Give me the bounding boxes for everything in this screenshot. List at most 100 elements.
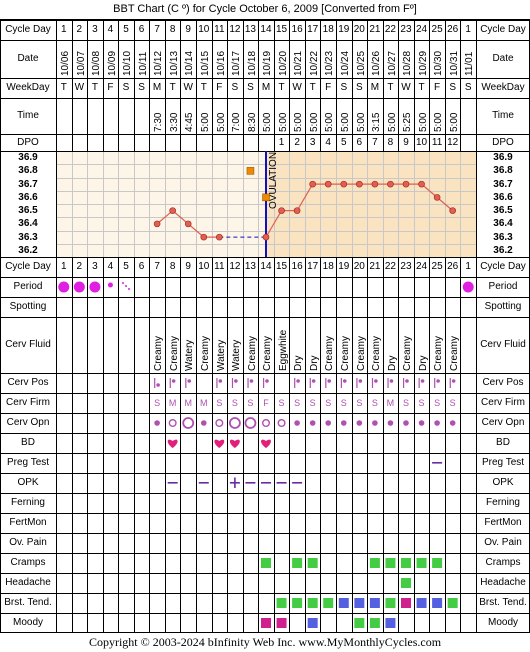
cerv-firm-cell: S (216, 398, 223, 408)
cerv-opn-medium (277, 419, 286, 428)
grid-line-v (429, 433, 431, 453)
grid-line-v (258, 20, 260, 40)
grid-line-v (87, 277, 89, 297)
row-label-dpo: DPO (17, 137, 39, 148)
grid-line-v (444, 593, 446, 613)
grid-line-v (304, 257, 306, 277)
y-tick-label: 36.8 (493, 165, 513, 177)
grid-line-v (320, 277, 322, 297)
chart-gridline (413, 151, 415, 257)
grid-line-v (258, 553, 260, 573)
grid-line-v (102, 297, 104, 317)
cerv-pos-dot (405, 379, 409, 383)
grid-line-v (149, 393, 151, 413)
grid-line-v (196, 413, 197, 433)
cerv-firm-cell: S (247, 398, 254, 408)
grid-line-v (227, 513, 229, 533)
grid-line-v (180, 513, 182, 533)
grid-line-v (444, 573, 446, 593)
grid-line-v (320, 297, 322, 317)
grid-line-v (320, 533, 322, 553)
grid-line-v (413, 20, 415, 40)
grid-line-v (211, 98, 213, 134)
grid-line-v (133, 297, 135, 317)
grid-line-v (382, 134, 384, 151)
grid-line-h (0, 257, 530, 258)
grid-line-v (149, 433, 151, 453)
grid-line-v (71, 40, 73, 78)
grid-line-v (444, 453, 446, 473)
grid-line-v (336, 134, 337, 151)
grid-line-v (289, 413, 291, 433)
grid-line-v (460, 473, 462, 493)
grid-line-v (367, 513, 369, 533)
grid-line-v (444, 473, 446, 493)
grid-line-v (444, 533, 446, 553)
grid-line-h (0, 632, 530, 633)
weekday-cell: W (292, 82, 302, 93)
grid-line-v (460, 453, 462, 473)
breast-tenderness-square (323, 598, 334, 608)
grid-line-v (242, 473, 244, 493)
grid-line-v (118, 573, 120, 593)
grid-line-v (460, 257, 462, 277)
period-heavy-dot (58, 281, 70, 293)
grid-line-v (133, 613, 135, 633)
grid-line-v (351, 297, 353, 317)
grid-line-v (320, 257, 322, 277)
cerv-opn-medium (168, 419, 177, 428)
cycle-day-cell: 16 (291, 261, 303, 272)
grid-line-v (180, 613, 182, 633)
grid-line-v (133, 40, 135, 78)
grid-line-v (258, 433, 260, 453)
weekday-cell: T (200, 82, 207, 93)
grid-line-v (289, 493, 291, 513)
cerv-pos-dot (327, 379, 332, 383)
grid-line-v (429, 134, 431, 151)
grid-line-v (444, 277, 446, 297)
grid-line-v (398, 573, 400, 593)
grid-line-v (367, 473, 369, 493)
cerv-pos-bar (387, 378, 389, 388)
y-tick-label: 36.3 (18, 231, 38, 243)
cerv-opn-small (154, 420, 160, 426)
grid-line-v (211, 413, 213, 433)
grid-line-v (242, 613, 244, 633)
chart-gridline (242, 151, 244, 257)
cerv-pos-bar (247, 378, 249, 388)
grid-line-v (413, 413, 415, 433)
breast-tenderness-square (401, 598, 411, 608)
grid-line-v (211, 553, 213, 573)
row-label-period: Period (13, 281, 43, 292)
temperature-point (418, 180, 425, 188)
cycle-day-cell: 1 (465, 261, 471, 272)
cerv-firm-cell: S (434, 398, 441, 408)
grid-line-v (196, 277, 197, 297)
period-spot-dot (128, 288, 130, 290)
grid-line-v (211, 297, 213, 317)
cerv-opn-small (372, 420, 378, 426)
weekday-cell: M (370, 82, 380, 93)
grid-line-v (211, 573, 213, 593)
grid-line-v (444, 553, 446, 573)
cycle-day-cell: 19 (338, 24, 350, 35)
grid-line-v (320, 553, 322, 573)
row-label-date: Date (492, 53, 514, 64)
y-tick-label: 36.9 (18, 152, 38, 163)
grid-line-v (398, 297, 400, 317)
grid-line-v (211, 257, 213, 277)
row-label-cerv-firm: Cerv Firm (481, 397, 525, 408)
grid-line-v (398, 317, 400, 373)
grid-line-v (133, 553, 135, 573)
weekday-cell: W (74, 82, 85, 93)
grid-line-h (0, 613, 530, 614)
grid-line-v (118, 553, 120, 573)
bd-heart-icon (167, 439, 178, 448)
grid-line-v (289, 573, 291, 593)
row-label-headache: Headache (5, 577, 51, 588)
grid-line-v (180, 533, 182, 553)
grid-line-v (382, 573, 384, 593)
grid-line-v (398, 78, 400, 98)
dpo-cell: 1 (278, 137, 285, 148)
dpo-cell: 10 (415, 137, 428, 148)
